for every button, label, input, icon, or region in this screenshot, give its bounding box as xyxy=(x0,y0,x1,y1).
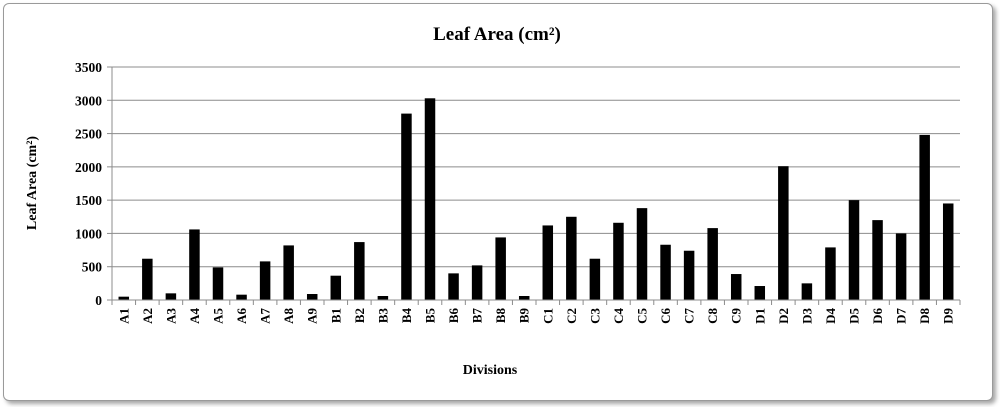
x-category-label: D9 xyxy=(941,308,956,324)
x-category-label: A6 xyxy=(234,308,249,324)
bar-d2 xyxy=(778,166,789,300)
x-category-label: C2 xyxy=(564,308,579,324)
bar-d4 xyxy=(825,247,836,300)
x-category-label: D2 xyxy=(776,308,791,324)
bar-c6 xyxy=(660,244,671,300)
x-category-label: B3 xyxy=(375,308,390,324)
x-category-label: A1 xyxy=(116,308,131,324)
bar-a2 xyxy=(142,258,153,300)
bar-c8 xyxy=(707,228,718,300)
x-category-label: A3 xyxy=(163,308,178,324)
bar-c2 xyxy=(566,216,577,300)
gridlines xyxy=(107,66,960,301)
x-category-label: B8 xyxy=(493,308,508,324)
y-tick-label: 3500 xyxy=(75,60,102,75)
bar-d6 xyxy=(872,220,883,300)
x-category-label: D4 xyxy=(823,308,838,324)
x-category-label: A5 xyxy=(211,308,226,324)
bar-a5 xyxy=(212,267,224,300)
bar-c7 xyxy=(683,250,695,300)
x-category-label: A4 xyxy=(187,308,202,324)
bar-c5 xyxy=(636,208,648,300)
bar-c9 xyxy=(730,274,742,300)
x-category-label: B2 xyxy=(352,308,367,323)
bars xyxy=(118,98,954,300)
bar-b3 xyxy=(377,296,389,300)
bar-b2 xyxy=(354,242,365,300)
bar-b7 xyxy=(471,265,483,300)
x-category-label: D7 xyxy=(894,308,909,324)
bar-c3 xyxy=(589,258,601,300)
x-category-label: A7 xyxy=(258,308,273,324)
x-category-label: B7 xyxy=(470,308,485,324)
x-category-label: B5 xyxy=(423,308,438,324)
bar-d7 xyxy=(895,233,907,300)
x-category-label: C3 xyxy=(587,308,602,324)
x-category-label: C6 xyxy=(658,308,673,324)
chart-frame xyxy=(3,3,993,401)
bar-d1 xyxy=(754,286,766,300)
x-category-label: D6 xyxy=(870,308,885,324)
bar-c1 xyxy=(542,225,554,300)
x-category-label: A8 xyxy=(281,308,296,324)
bar-d8 xyxy=(919,134,930,300)
bar-b4 xyxy=(401,113,412,300)
x-category-label: D8 xyxy=(917,308,932,324)
x-category-label: C9 xyxy=(729,308,744,324)
x-axis-title: Divisions xyxy=(463,363,518,378)
x-category-label: C8 xyxy=(705,308,720,324)
x-category-label: D5 xyxy=(847,308,862,324)
y-tick-label: 1500 xyxy=(75,193,102,208)
bar-a8 xyxy=(283,245,294,300)
bar-b6 xyxy=(448,273,459,300)
y-axis-title: Leaf Area (cm²) xyxy=(25,136,40,230)
bar-c4 xyxy=(613,222,624,300)
x-category-labels: A1 A2 A3 A4 A5 A6 A7 A8 A9 B1 B2 B3 B4 B5 B6 B7 B8 B9 C1 C2… xyxy=(111,300,961,324)
x-category-label: B1 xyxy=(328,308,343,323)
bar-a7 xyxy=(259,261,271,300)
x-category-label: D3 xyxy=(799,308,814,324)
x-category-label: C4 xyxy=(611,308,626,324)
bar-d3 xyxy=(801,283,813,300)
x-category-label: D1 xyxy=(752,308,767,324)
y-tick-label: 3000 xyxy=(75,93,102,108)
y-tick-label: 1000 xyxy=(75,226,102,241)
y-tick-label: 0 xyxy=(95,293,102,308)
bar-d5 xyxy=(848,200,860,300)
x-category-label: C5 xyxy=(635,308,650,324)
bar-b9 xyxy=(518,296,530,300)
bar-a6 xyxy=(236,294,247,300)
bar-a1 xyxy=(118,296,130,300)
bar-d9 xyxy=(942,203,954,300)
y-tick-label: 500 xyxy=(82,260,103,275)
bar-a4 xyxy=(189,229,200,300)
y-tick-labels: 0 500 1000 1500 2000 2500 3000 3500 xyxy=(75,60,102,308)
bar-b5 xyxy=(424,98,436,300)
chart-title: Leaf Area (cm²) xyxy=(433,24,561,45)
x-category-label: C1 xyxy=(540,308,555,324)
bar-a3 xyxy=(165,293,177,300)
x-category-label: A2 xyxy=(140,308,155,324)
y-tick-label: 2500 xyxy=(75,127,102,142)
x-category-label: A9 xyxy=(305,308,320,324)
bar-a9 xyxy=(306,294,318,300)
bar-b1 xyxy=(330,275,342,300)
bar-b8 xyxy=(495,237,506,300)
x-category-label: B9 xyxy=(517,308,532,324)
x-category-label: B6 xyxy=(446,308,461,324)
y-tick-label: 2000 xyxy=(75,160,102,175)
x-category-label: C7 xyxy=(682,308,697,324)
x-category-label: B4 xyxy=(399,308,414,324)
